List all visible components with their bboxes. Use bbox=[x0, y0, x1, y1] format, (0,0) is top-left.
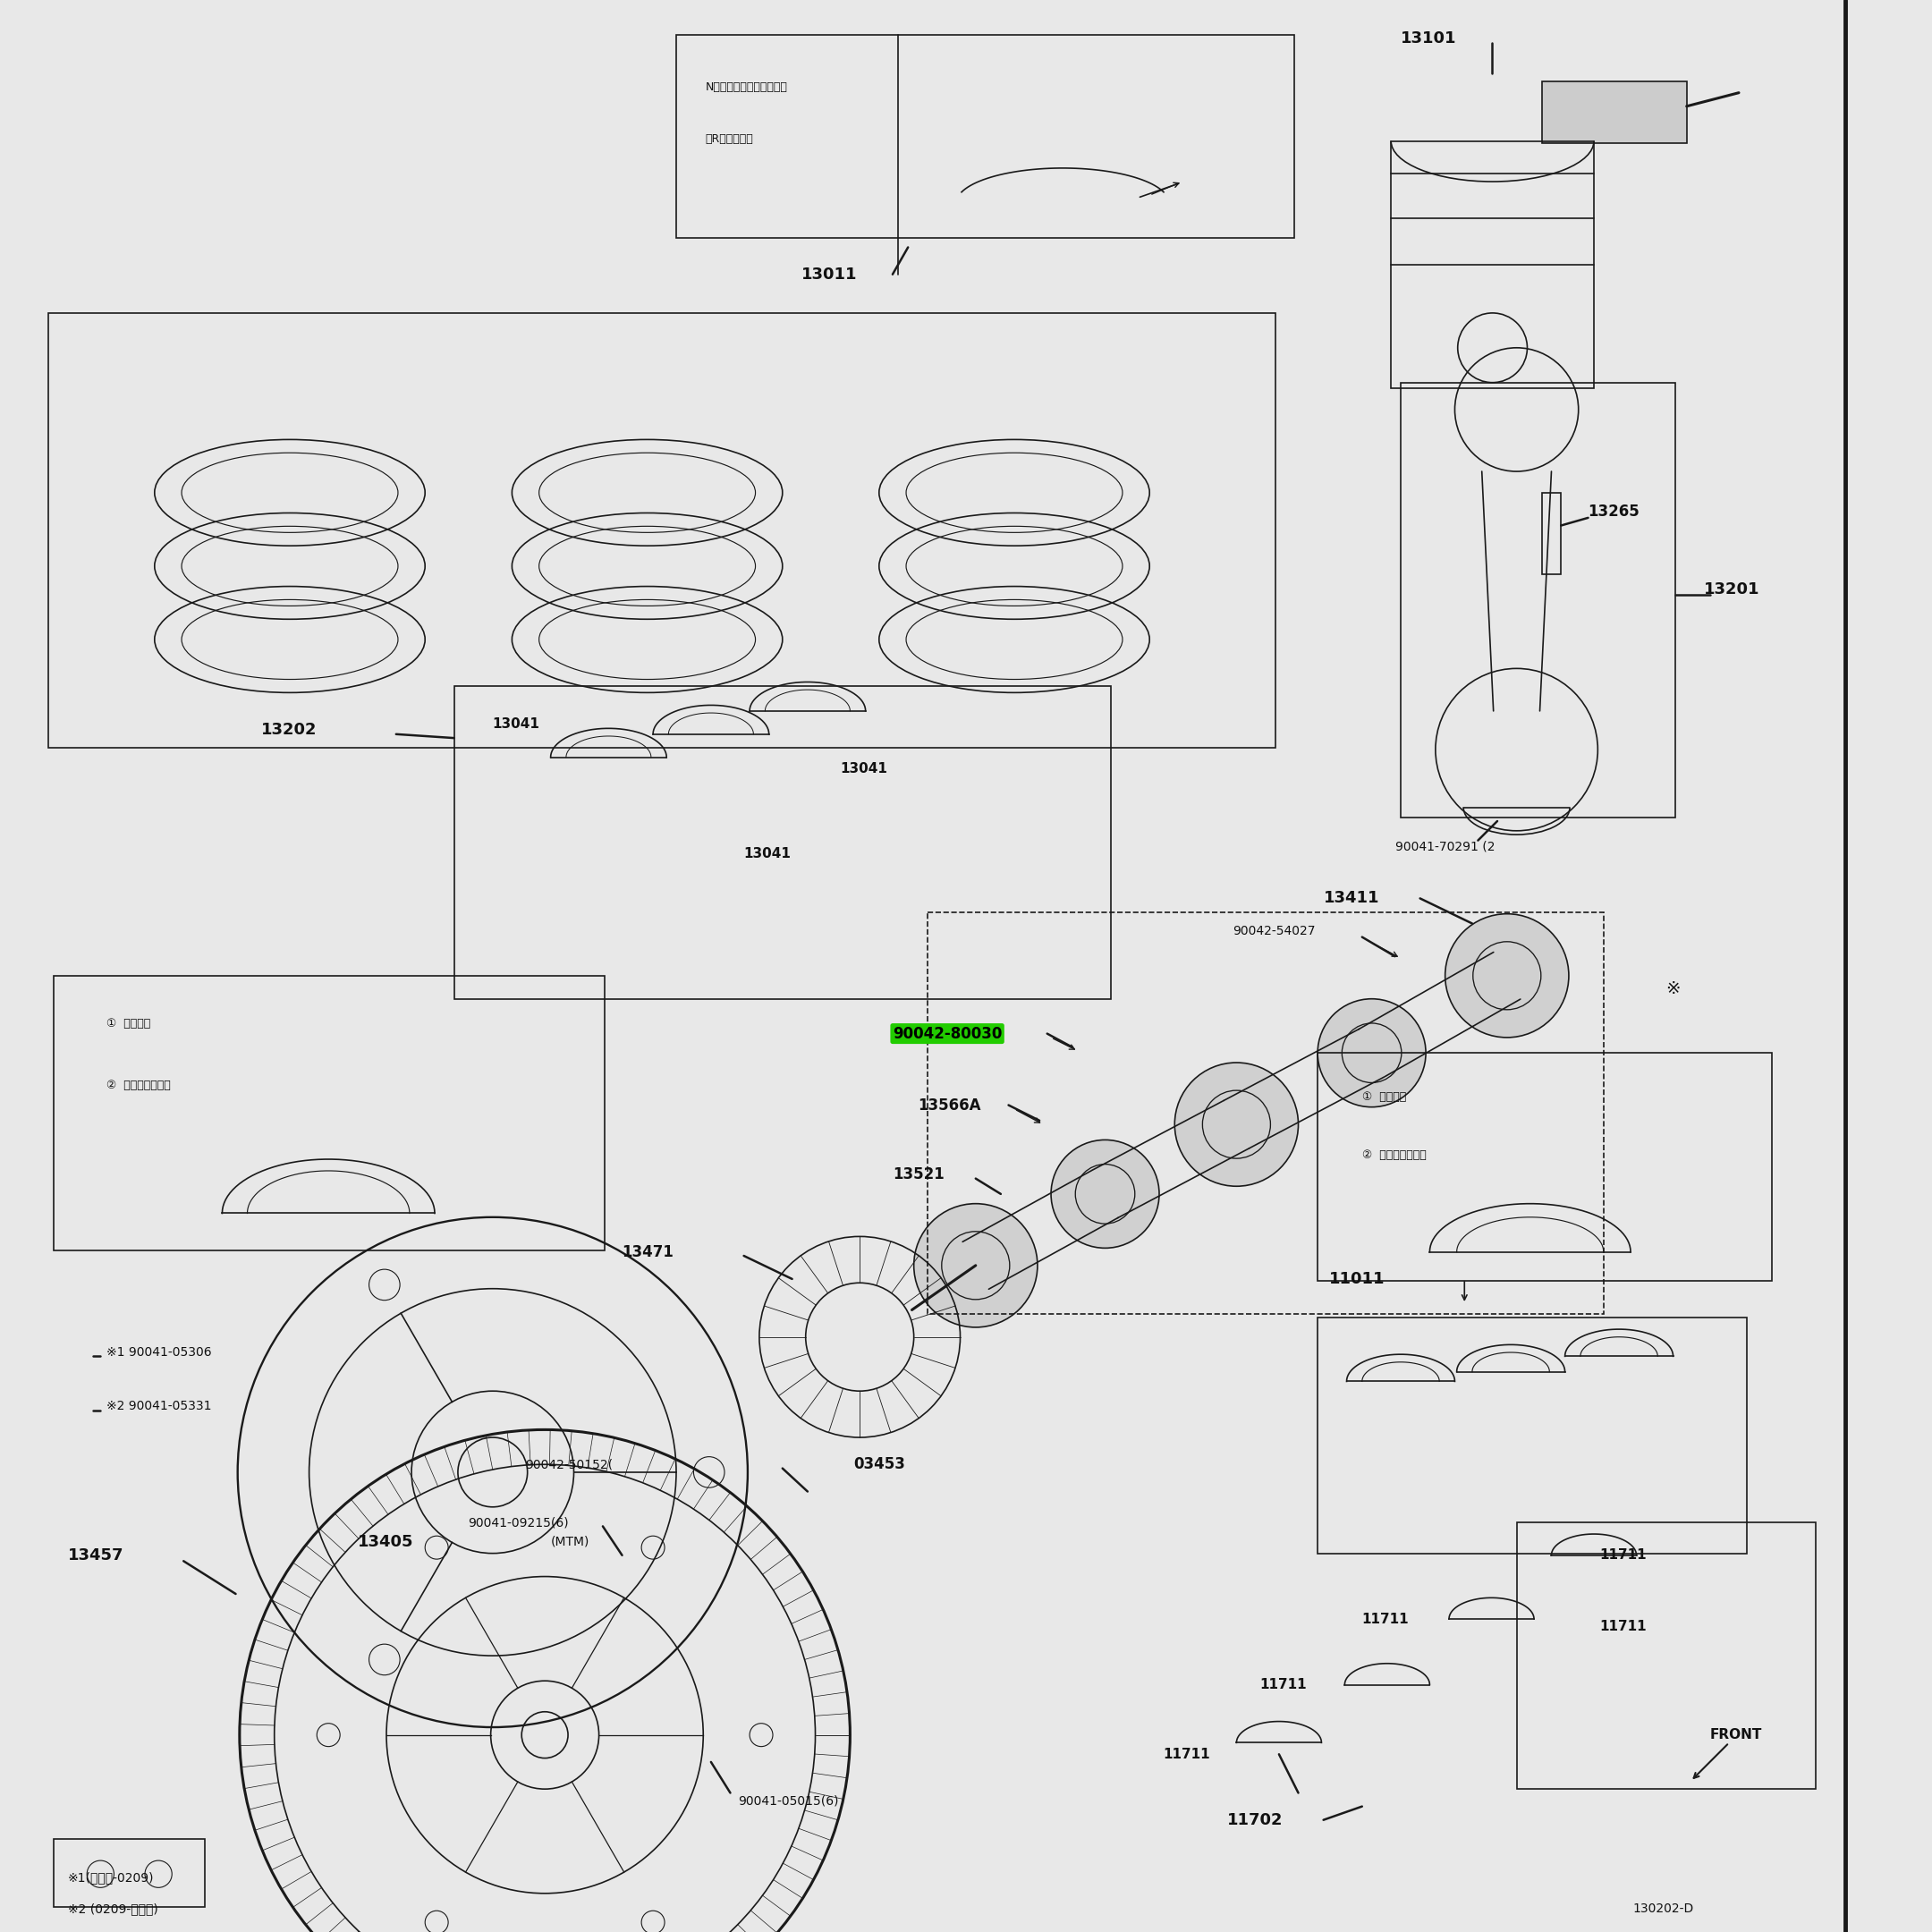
Bar bbox=[1542, 81, 1687, 143]
Text: ※1 90041-05306: ※1 90041-05306 bbox=[106, 1347, 211, 1358]
Text: ※: ※ bbox=[1665, 981, 1681, 997]
Text: 90041-70291 (2: 90041-70291 (2 bbox=[1395, 840, 1495, 852]
Text: 03453: 03453 bbox=[854, 1457, 906, 1472]
Text: 13202: 13202 bbox=[261, 723, 317, 738]
Circle shape bbox=[1175, 1063, 1298, 1186]
Bar bbox=[1517, 1522, 1816, 1789]
Text: 11711: 11711 bbox=[1163, 1748, 1209, 1760]
Text: ②  ：大岡メタル製: ② ：大岡メタル製 bbox=[106, 1080, 170, 1092]
Bar bbox=[454, 686, 1111, 999]
Text: 13265: 13265 bbox=[1588, 504, 1640, 520]
Text: 13405: 13405 bbox=[357, 1534, 413, 1549]
Text: 90042-54027: 90042-54027 bbox=[1233, 925, 1316, 937]
Bar bbox=[1391, 141, 1594, 388]
Text: 13041: 13041 bbox=[840, 763, 887, 775]
Circle shape bbox=[914, 1204, 1037, 1327]
Text: 13471: 13471 bbox=[622, 1244, 674, 1260]
Text: 90041-09215(6): 90041-09215(6) bbox=[468, 1517, 568, 1528]
Bar bbox=[54, 1839, 205, 1907]
Text: FRONT: FRONT bbox=[1710, 1729, 1762, 1741]
Text: 11702: 11702 bbox=[1227, 1812, 1283, 1828]
Text: 13011: 13011 bbox=[802, 267, 858, 282]
Text: 11711: 11711 bbox=[1260, 1679, 1306, 1690]
Bar bbox=[54, 976, 605, 1250]
Text: 90041-05015(6): 90041-05015(6) bbox=[738, 1795, 838, 1806]
Text: 11011: 11011 bbox=[1329, 1271, 1385, 1287]
Text: ①  ：大豊製: ① ：大豊製 bbox=[106, 1018, 151, 1030]
Text: 11711: 11711 bbox=[1600, 1621, 1646, 1633]
Text: 13411: 13411 bbox=[1323, 891, 1379, 906]
Bar bbox=[1542, 493, 1561, 574]
Text: 13041: 13041 bbox=[493, 719, 539, 730]
Text: 130202-D: 130202-D bbox=[1633, 1903, 1694, 1915]
Text: 13101: 13101 bbox=[1401, 31, 1457, 46]
Text: 13457: 13457 bbox=[68, 1548, 124, 1563]
Text: 90042-50152(: 90042-50152( bbox=[526, 1459, 612, 1470]
Circle shape bbox=[1445, 914, 1569, 1037]
Text: ※2 90041-05331: ※2 90041-05331 bbox=[106, 1401, 211, 1412]
Text: －R：リケン製: －R：リケン製 bbox=[705, 133, 753, 145]
Circle shape bbox=[1318, 999, 1426, 1107]
Bar bbox=[927, 912, 1604, 1314]
Text: 90042-80030: 90042-80030 bbox=[893, 1026, 1003, 1041]
Bar bbox=[48, 313, 1275, 748]
Text: ※2 (0209-　　　): ※2 (0209- ) bbox=[68, 1903, 158, 1915]
Text: N：日本ピストンリング製: N：日本ピストンリング製 bbox=[705, 81, 788, 93]
Text: 13041: 13041 bbox=[744, 848, 790, 860]
Bar bbox=[1318, 1318, 1747, 1553]
Bar bbox=[1401, 383, 1675, 817]
Text: ※1(　　　-0209): ※1( -0209) bbox=[68, 1872, 155, 1884]
Text: 11711: 11711 bbox=[1362, 1613, 1408, 1625]
Bar bbox=[676, 35, 1294, 238]
Text: 13521: 13521 bbox=[893, 1167, 945, 1182]
Text: 13566A: 13566A bbox=[918, 1097, 981, 1113]
Text: 13201: 13201 bbox=[1704, 582, 1760, 597]
Circle shape bbox=[1051, 1140, 1159, 1248]
Bar bbox=[1318, 1053, 1772, 1281]
Text: 11711: 11711 bbox=[1600, 1549, 1646, 1561]
Text: (MTM): (MTM) bbox=[551, 1536, 589, 1548]
Text: ①  ：大豊製: ① ：大豊製 bbox=[1362, 1092, 1406, 1103]
Text: ②  ：大岡メタル製: ② ：大岡メタル製 bbox=[1362, 1150, 1426, 1161]
